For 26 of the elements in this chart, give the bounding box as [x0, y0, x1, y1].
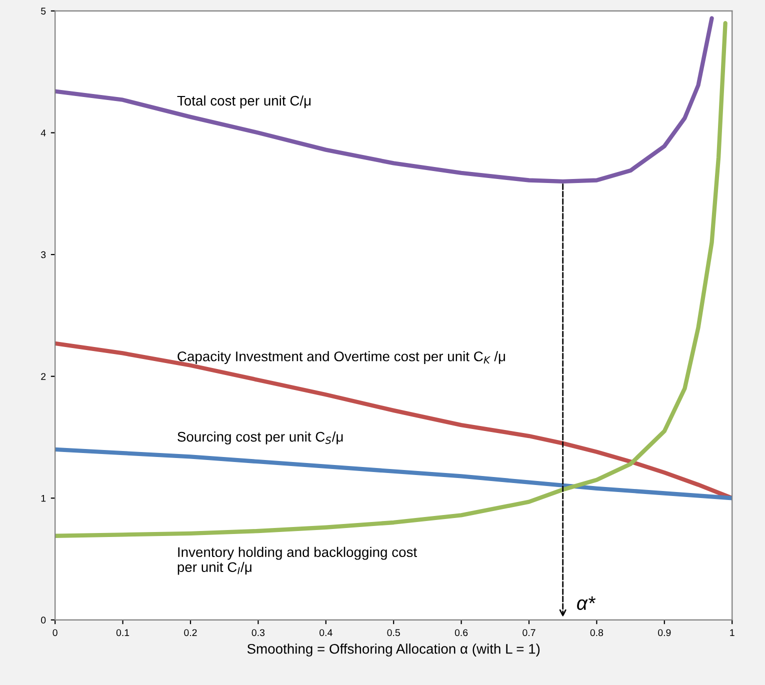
series-label: Total cost per unit C/μ	[177, 95, 311, 108]
annotation: α*	[577, 596, 596, 610]
x-tick-label: 0.5	[387, 629, 400, 636]
y-tick-label: 3	[41, 251, 46, 258]
x-tick-label: 0.7	[522, 629, 536, 636]
line-series	[55, 16, 714, 184]
x-tick-label: 0.6	[454, 629, 468, 636]
series-label: Capacity Investment and Overtime cost per unit C$_{K}$ /μ	[178, 351, 505, 364]
x-tick-label: 0.8	[590, 629, 604, 636]
x-tick-label: 0.4	[320, 629, 332, 636]
x-tick-label: 0.9	[658, 629, 671, 636]
x-tick-label: 0.2	[184, 629, 197, 636]
x-tick-label: 0.3	[252, 629, 265, 636]
series-label: Inventory holding and backlogging cost per unit C$_{I}$/μ	[178, 546, 417, 575]
y-tick-label: 1	[41, 494, 46, 502]
x-tick-label: 0.1	[116, 629, 130, 636]
series-label: Sourcing cost per unit C$_{S}$/μ	[178, 431, 343, 444]
x-axis-title: Smoothing = Offshoring Allocation α (with L = 1)	[247, 644, 540, 657]
y-tick-label: 0	[41, 616, 46, 624]
y-tick-label: 2	[41, 373, 46, 380]
x-tick-label: 1	[730, 629, 734, 636]
y-tick-label: 4	[40, 130, 46, 136]
line-series	[55, 447, 732, 500]
y-tick-label: 5	[41, 8, 46, 15]
line-series	[55, 21, 728, 538]
x-tick-label: 0	[52, 629, 58, 636]
